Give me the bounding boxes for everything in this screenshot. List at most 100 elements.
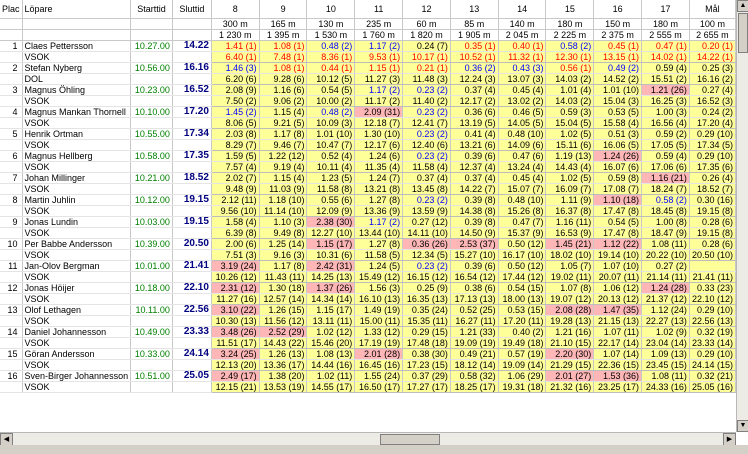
cumulative-time-cell[interactable]: 16.50 (17): [354, 381, 404, 393]
cumulative-time-cell[interactable]: 16.52 (3): [689, 95, 736, 107]
cumulative-time-cell[interactable]: 12.17 (6): [354, 139, 404, 151]
split-time-cell[interactable]: 2.31 (12): [211, 282, 260, 294]
cumulative-time-cell[interactable]: 13.19 (5): [450, 117, 499, 129]
runner-name[interactable]: Jonas Lundin: [22, 216, 132, 228]
cumulative-time-cell[interactable]: 22.36 (15): [593, 359, 643, 371]
split-time-cell[interactable]: 0.37 (4): [450, 172, 499, 184]
split-time-cell[interactable]: 1.53 (36): [593, 370, 643, 382]
split-time-cell[interactable]: 0.29 (10): [689, 304, 736, 316]
split-time-cell[interactable]: 1.00 (3): [641, 106, 690, 118]
split-time-cell[interactable]: 0.30 (16): [689, 194, 736, 206]
cumulative-time-cell[interactable]: 16.54 (12): [450, 271, 499, 283]
cumulative-time-cell[interactable]: 13.53 (19): [259, 381, 308, 393]
runner-split-row[interactable]: 3 Magnus Öhling 10.23.00 16.52 2.08 (9) 1.16 …: [0, 84, 736, 96]
split-time-cell[interactable]: 1.15 (1): [354, 62, 404, 74]
cumulative-time-cell[interactable]: 11.27 (16): [211, 293, 260, 305]
split-time-cell[interactable]: 0.29 (10): [689, 150, 736, 162]
split-time-cell[interactable]: 1.05 (7): [545, 260, 595, 272]
cumulative-time-cell[interactable]: 12.57 (14): [259, 293, 308, 305]
split-time-cell[interactable]: 0.33 (23): [689, 282, 736, 294]
cumulative-time-cell[interactable]: 14.09 (6): [498, 139, 547, 151]
cumulative-time-cell[interactable]: 19.49 (18): [498, 337, 547, 349]
cumulative-time-cell[interactable]: 9.56 (10): [211, 205, 260, 217]
runner-cumulative-row[interactable]: VSOK 12.15 (21) 13.53 (19) 14.55 (17) 16.50 …: [0, 381, 736, 393]
cumulative-time-cell[interactable]: 21.14 (11): [641, 271, 690, 283]
cumulative-time-cell[interactable]: 17.48 (18): [402, 337, 451, 349]
split-time-cell[interactable]: 1.46 (3): [211, 62, 260, 74]
split-time-cell[interactable]: 0.41 (4): [450, 128, 499, 140]
split-time-cell[interactable]: 0.54 (5): [593, 216, 643, 228]
cumulative-time-cell[interactable]: 14.44 (16): [306, 359, 356, 371]
cumulative-time-cell[interactable]: 16.17 (10): [498, 249, 547, 261]
split-time-cell[interactable]: 0.25 (3): [689, 62, 736, 74]
cumulative-time-cell[interactable]: 15.46 (20): [306, 337, 356, 349]
split-time-cell[interactable]: 0.28 (6): [689, 216, 736, 228]
runner-name[interactable]: Olof Lethagen: [22, 304, 132, 316]
split-time-cell[interactable]: 1.33 (12): [354, 326, 404, 338]
split-time-cell[interactable]: 0.35 (1): [450, 40, 499, 52]
cumulative-time-cell[interactable]: 17.13 (13): [450, 293, 499, 305]
cumulative-time-cell[interactable]: 15.37 (9): [498, 227, 547, 239]
cumulative-time-cell[interactable]: 14.03 (2): [545, 95, 595, 107]
split-time-cell[interactable]: 1.15 (4): [259, 172, 308, 184]
cumulative-time-cell[interactable]: 12.30 (1): [545, 51, 595, 63]
split-time-cell[interactable]: 1.07 (8): [545, 282, 595, 294]
cumulative-time-cell[interactable]: 14.50 (9): [450, 227, 499, 239]
cumulative-time-cell[interactable]: 17.05 (5): [641, 139, 690, 151]
cumulative-time-cell[interactable]: 22.10 (12): [689, 293, 736, 305]
split-time-cell[interactable]: 1.16 (11): [545, 216, 595, 228]
split-time-cell[interactable]: 0.23 (2): [402, 84, 451, 96]
runner-name[interactable]: Magnus Öhling: [22, 84, 132, 96]
cumulative-time-cell[interactable]: 11.58 (5): [354, 249, 404, 261]
split-time-cell[interactable]: 2.53 (37): [450, 238, 499, 250]
cumulative-time-cell[interactable]: 16.35 (13): [402, 293, 451, 305]
cumulative-time-cell[interactable]: 11.43 (11): [259, 271, 308, 283]
cumulative-time-cell[interactable]: 12.18 (7): [354, 117, 404, 129]
cumulative-time-cell[interactable]: 17.44 (12): [498, 271, 547, 283]
split-time-cell[interactable]: 0.29 (10): [689, 348, 736, 360]
split-time-cell[interactable]: 1.23 (5): [306, 172, 356, 184]
runner-cumulative-row[interactable]: VSOK 10.26 (12) 11.43 (11) 14.25 (13) 15.49 …: [0, 271, 736, 283]
split-time-cell[interactable]: 3.19 (24): [211, 260, 260, 272]
split-time-cell[interactable]: 1.08 (1): [259, 62, 308, 74]
runner-cumulative-row[interactable]: VSOK 7.50 (2) 9.06 (2) 10.00 (2) 11.17 (2) 11…: [0, 95, 736, 107]
split-time-cell[interactable]: 1.16 (6): [259, 84, 308, 96]
cumulative-time-cell[interactable]: 22.27 (13): [641, 315, 690, 327]
cumulative-time-cell[interactable]: 16.27 (11): [450, 315, 499, 327]
split-time-cell[interactable]: 0.54 (5): [306, 84, 356, 96]
cumulative-time-cell[interactable]: 11.48 (3): [402, 73, 451, 85]
split-time-cell[interactable]: 1.08 (1): [259, 40, 308, 52]
cumulative-time-cell[interactable]: 10.00 (2): [306, 95, 356, 107]
runner-name[interactable]: Magnus Hellberg: [22, 150, 132, 162]
split-time-cell[interactable]: 1.17 (2): [354, 84, 404, 96]
split-time-cell[interactable]: 0.27 (12): [402, 216, 451, 228]
split-time-cell[interactable]: 1.01 (10): [593, 84, 643, 96]
runner-name[interactable]: Jan-Olov Bergman: [22, 260, 132, 272]
split-time-cell[interactable]: 0.56 (1): [545, 62, 595, 74]
runner-cumulative-row[interactable]: VSOK 11.27 (16) 12.57 (14) 14.34 (14) 16.10 …: [0, 293, 736, 305]
split-time-cell[interactable]: 0.43 (3): [498, 62, 547, 74]
cumulative-time-cell[interactable]: 16.06 (5): [593, 139, 643, 151]
split-time-cell[interactable]: 0.45 (1): [593, 40, 643, 52]
cumulative-time-cell[interactable]: 10.52 (1): [450, 51, 499, 63]
cumulative-time-cell[interactable]: 9.21 (5): [259, 117, 308, 129]
cumulative-time-cell[interactable]: 11.14 (10): [259, 205, 308, 217]
split-time-cell[interactable]: 1.21 (26): [641, 84, 690, 96]
scroll-up-icon[interactable]: ▲: [737, 0, 748, 12]
split-time-cell[interactable]: 0.55 (6): [306, 194, 356, 206]
split-time-cell[interactable]: 0.21 (1): [402, 62, 451, 74]
split-time-cell[interactable]: 1.24 (5): [354, 260, 404, 272]
cumulative-time-cell[interactable]: 9.19 (4): [259, 161, 308, 173]
split-time-cell[interactable]: 1.07 (11): [593, 326, 643, 338]
split-time-cell[interactable]: 0.40 (2): [498, 326, 547, 338]
cumulative-time-cell[interactable]: 13.59 (9): [402, 205, 451, 217]
split-time-cell[interactable]: 0.57 (19): [498, 348, 547, 360]
split-time-cell[interactable]: 0.23 (2): [402, 194, 451, 206]
cumulative-time-cell[interactable]: 14.52 (2): [593, 73, 643, 85]
split-time-cell[interactable]: 1.45 (2): [211, 106, 260, 118]
split-time-cell[interactable]: 0.58 (2): [545, 40, 595, 52]
cumulative-time-cell[interactable]: 24.14 (15): [689, 359, 736, 371]
cumulative-time-cell[interactable]: 11.32 (1): [498, 51, 547, 63]
split-time-cell[interactable]: 0.45 (4): [498, 84, 547, 96]
cumulative-time-cell[interactable]: 17.47 (8): [593, 227, 643, 239]
